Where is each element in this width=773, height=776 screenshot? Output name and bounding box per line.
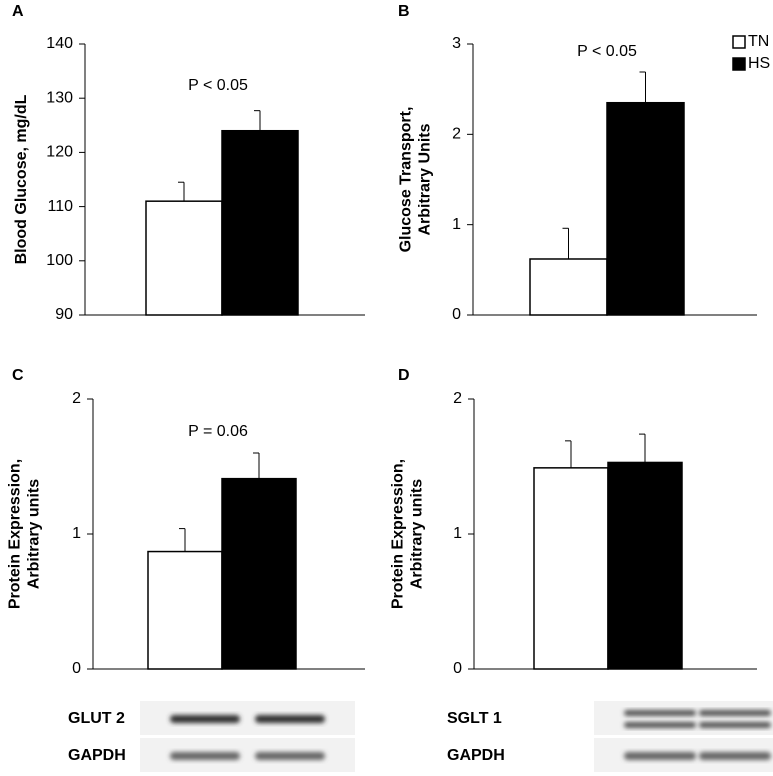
y-axis-label: Blood Glucose, mg/dL <box>13 94 30 264</box>
bar <box>221 477 297 670</box>
blot-band <box>255 752 325 760</box>
bar <box>533 467 609 670</box>
blot-band <box>170 715 240 723</box>
y-tick-label: 1 <box>452 216 461 233</box>
panel-label: B <box>398 3 410 20</box>
blot-label: GAPDH <box>68 747 126 764</box>
blot-band <box>170 752 240 760</box>
bar <box>607 461 683 670</box>
blot-band <box>699 722 771 728</box>
y-tick-label: 120 <box>46 144 73 161</box>
y-tick-label: 0 <box>452 306 461 323</box>
y-tick-label: 3 <box>452 35 461 52</box>
blot-band <box>699 710 771 716</box>
panel-label: A <box>12 3 24 20</box>
blot-band <box>624 722 696 728</box>
y-tick-label: 0 <box>72 660 81 677</box>
y-tick-label: 0 <box>453 660 462 677</box>
blot-band <box>624 710 696 716</box>
bar <box>147 550 223 670</box>
legend-swatch <box>732 57 746 71</box>
blot-band <box>255 715 325 723</box>
y-tick-label: 2 <box>452 126 461 143</box>
y-tick-label: 2 <box>72 390 81 407</box>
y-axis-label: Glucose Transport, <box>398 107 415 253</box>
bar <box>145 200 223 316</box>
legend-label: HS <box>748 55 770 72</box>
blot-background <box>594 701 773 735</box>
annotation: P < 0.05 <box>188 77 248 94</box>
panel-label: D <box>398 367 410 384</box>
annotation: P < 0.05 <box>577 43 637 60</box>
y-tick-label: 110 <box>47 198 73 215</box>
blot-label: GAPDH <box>447 747 505 764</box>
blot-band <box>624 752 696 760</box>
y-axis-label: Protein Expression, <box>7 459 24 609</box>
legend-swatch <box>732 35 746 49</box>
blot-label: GLUT 2 <box>68 710 125 727</box>
y-axis-label: Protein Expression, <box>390 459 407 609</box>
y-tick-label: 1 <box>72 525 81 542</box>
y-axis-label: Arbitrary Units <box>417 123 434 235</box>
bar <box>221 129 299 316</box>
panel-label: C <box>12 367 24 384</box>
bar <box>606 101 685 316</box>
blot-band <box>699 752 771 760</box>
y-axis-label: Arbitrary units <box>26 479 43 589</box>
y-tick-label: 2 <box>453 390 462 407</box>
bar <box>529 258 608 316</box>
y-tick-label: 140 <box>46 35 73 52</box>
legend-label: TN <box>748 33 769 50</box>
y-tick-label: 90 <box>55 306 73 323</box>
y-tick-label: 100 <box>46 252 73 269</box>
blot-label: SGLT 1 <box>447 710 502 727</box>
y-tick-label: 130 <box>46 89 73 106</box>
y-tick-label: 1 <box>453 525 462 542</box>
annotation: P = 0.06 <box>188 423 248 440</box>
y-axis-label: Arbitrary units <box>409 479 426 589</box>
